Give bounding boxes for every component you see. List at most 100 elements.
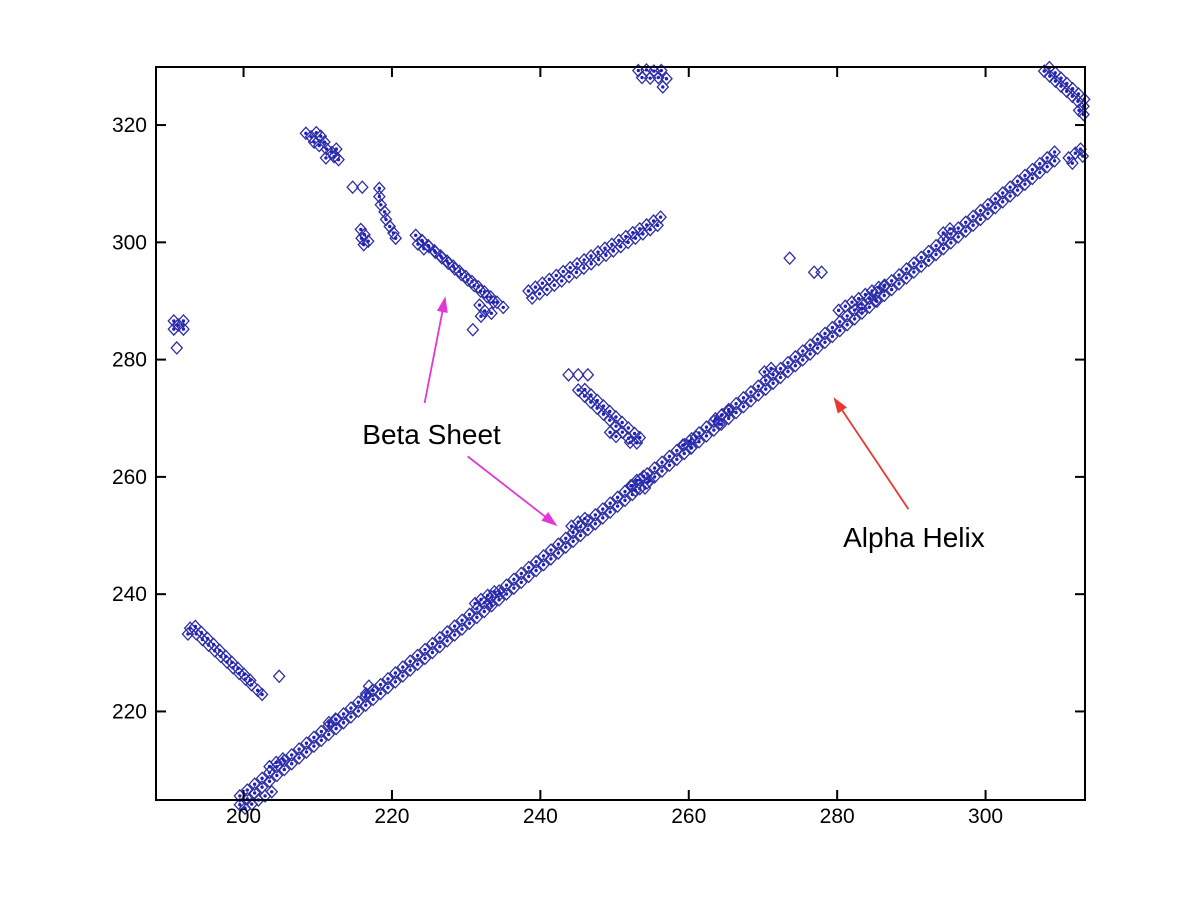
beta-antidiagonal-229-295-marker <box>428 245 442 260</box>
main-diagonal-band-dot <box>749 390 753 394</box>
row-245-277-marker <box>571 367 585 382</box>
main-diagonal-band-dot <box>460 618 464 622</box>
main-diagonal-band-dot <box>808 352 812 356</box>
main-diagonal-band-dot <box>289 762 294 766</box>
beta-antidiagonal-229-295-marker <box>480 289 494 304</box>
main-diagonal-band-marker <box>440 633 454 648</box>
main-diagonal-band-marker <box>389 666 402 680</box>
main-diagonal-band-marker <box>544 551 558 566</box>
cluster-248-271-dot <box>608 409 612 414</box>
main-diagonal-band-marker <box>996 186 1010 200</box>
main-diagonal-band-dot <box>319 738 324 743</box>
main-diagonal-band-marker <box>255 780 269 795</box>
main-diagonal-band-marker <box>426 636 439 651</box>
helix-bumps-marker <box>269 755 283 770</box>
main-diagonal-band-dot <box>304 750 309 754</box>
main-diagonal-band-dot <box>726 416 731 421</box>
helix-bumps-marker <box>758 364 771 379</box>
main-diagonal-band-marker <box>640 467 654 481</box>
beta-antidiagonal-229-295-marker <box>467 278 481 293</box>
main-diagonal-band-marker <box>781 355 795 370</box>
main-diagonal-band-marker <box>374 677 387 692</box>
helix-bumps-dot <box>836 308 841 313</box>
main-diagonal-band-marker <box>751 379 765 394</box>
helix-bumps-marker <box>684 441 698 456</box>
main-diagonal-band-marker <box>900 262 913 277</box>
helix-bumps-marker <box>637 469 650 484</box>
main-diagonal-band-marker <box>751 387 765 402</box>
main-diagonal-band-marker <box>351 695 365 710</box>
cluster-248-271-dot <box>620 420 624 425</box>
main-diagonal-band-dot <box>467 621 472 625</box>
main-diagonal-band-marker <box>655 455 669 470</box>
main-diagonal-band-dot <box>675 448 679 453</box>
stack-216-301-marker <box>357 237 371 252</box>
main-diagonal-band-dot <box>1015 188 1020 192</box>
stack-219-305-dot <box>384 217 388 222</box>
stack-219-305-dot <box>377 186 382 191</box>
main-diagonal-band-marker <box>677 437 691 452</box>
main-diagonal-band-marker <box>307 730 321 745</box>
main-diagonal-band-marker <box>774 361 787 376</box>
main-diagonal-band-marker <box>522 560 536 575</box>
cluster-248-271-dot <box>638 435 642 440</box>
main-diagonal-band-marker <box>433 639 447 654</box>
main-diagonal-band-marker <box>285 756 299 771</box>
main-diagonal-band-marker <box>929 238 943 253</box>
main-diagonal-band-marker <box>426 645 439 660</box>
main-diagonal-band-marker <box>1033 165 1047 180</box>
cluster-top-left-209-317-marker <box>318 135 331 150</box>
main-diagonal-band-dot <box>304 741 309 745</box>
cluster-top-left-209-317-dot <box>317 143 321 148</box>
main-diagonal-band-dot <box>504 583 509 587</box>
main-diagonal-band-dot <box>823 340 827 344</box>
main-diagonal-band-dot <box>815 346 820 350</box>
beta-parallel-247-298-dot <box>533 285 538 289</box>
helix-bumps-marker <box>493 586 507 601</box>
stack-219-305-marker <box>387 225 400 240</box>
beta-sheet-arrow-head <box>436 296 448 314</box>
main-diagonal-band-marker <box>892 276 906 291</box>
cluster-248-271-dot <box>620 430 625 434</box>
main-diagonal-band-marker <box>507 572 521 587</box>
cluster-248-271-marker <box>578 382 592 397</box>
main-diagonal-band-marker <box>574 528 587 543</box>
helix-bumps-marker <box>481 588 495 603</box>
main-diagonal-band-marker <box>389 674 402 689</box>
x-tick-label: 240 <box>523 805 558 828</box>
cluster-top-right-310-326-dot <box>1053 79 1058 83</box>
helix-bumps-dot <box>762 370 767 374</box>
cluster-bottom-left-197-229-marker <box>251 683 265 698</box>
main-diagonal-band-dot <box>1001 191 1005 195</box>
main-diagonal-band-marker <box>418 651 432 666</box>
helix-bumps-marker <box>1068 146 1082 161</box>
beta-antidiagonal-229-295-marker <box>478 303 492 318</box>
pair-215-309-marker <box>346 180 360 195</box>
main-diagonal-band-marker <box>825 320 839 335</box>
cluster-top-right-310-326-dot <box>1048 74 1052 78</box>
main-diagonal-band-dot <box>986 211 990 216</box>
cluster-top-255-328-marker <box>656 79 670 94</box>
cluster-top-left-209-317-marker <box>329 142 343 157</box>
edge-cluster-191-286-marker <box>177 322 190 337</box>
main-diagonal-band-marker <box>966 218 980 233</box>
stack-219-305-marker <box>389 231 403 246</box>
main-diagonal-band-marker <box>825 329 839 344</box>
main-diagonal-band-dot <box>993 197 998 201</box>
main-diagonal-band-marker <box>596 502 610 517</box>
stack-219-305-marker <box>383 219 397 234</box>
main-diagonal-band-marker <box>611 499 624 514</box>
main-diagonal-band-marker <box>848 303 861 318</box>
main-diagonal-band-dot <box>408 659 412 663</box>
main-diagonal-band-marker <box>922 244 936 259</box>
stack-219-305-marker <box>372 181 386 196</box>
main-diagonal-band-dot <box>778 375 783 380</box>
cluster-248-271-marker <box>609 410 623 424</box>
main-diagonal-band-marker <box>1040 150 1054 165</box>
main-diagonal-band-marker <box>307 739 321 754</box>
main-diagonal-band-marker <box>803 338 817 353</box>
beta-parallel-247-298-dot <box>658 215 663 219</box>
cluster-top-left-209-317-dot <box>312 140 316 144</box>
helix-bumps-dot <box>856 296 861 301</box>
main-diagonal-band-marker <box>263 765 276 780</box>
